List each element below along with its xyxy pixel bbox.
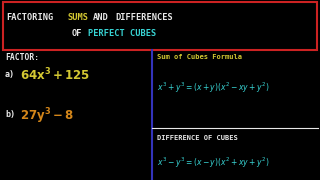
Text: $\mathbf{27y^3-8}$: $\mathbf{27y^3-8}$ [20, 106, 74, 126]
Text: FACTOR:: FACTOR: [5, 53, 39, 62]
Text: $x^3+y^3=(x+y)(x^2-xy+y^2)$: $x^3+y^3=(x+y)(x^2-xy+y^2)$ [157, 81, 269, 95]
Text: AND: AND [93, 12, 109, 21]
Text: SUMS: SUMS [67, 12, 88, 21]
Text: OF: OF [72, 30, 83, 39]
Text: $x^3-y^3=(x-y)(x^2+xy+y^2)$: $x^3-y^3=(x-y)(x^2+xy+y^2)$ [157, 156, 269, 170]
Text: FACTORING: FACTORING [6, 12, 53, 21]
Text: b): b) [5, 111, 15, 120]
Text: PERFECT CUBES: PERFECT CUBES [88, 30, 156, 39]
Bar [3, 2, 317, 50]
Text: DIFFERENCES: DIFFERENCES [115, 12, 173, 21]
Text: $\mathbf{64x^3+125}$: $\mathbf{64x^3+125}$ [20, 67, 90, 83]
Text: a): a) [5, 69, 15, 78]
Text: DIFFERENCE OF CUBES: DIFFERENCE OF CUBES [157, 135, 238, 141]
Text: Sum of Cubes Formula: Sum of Cubes Formula [157, 54, 242, 60]
